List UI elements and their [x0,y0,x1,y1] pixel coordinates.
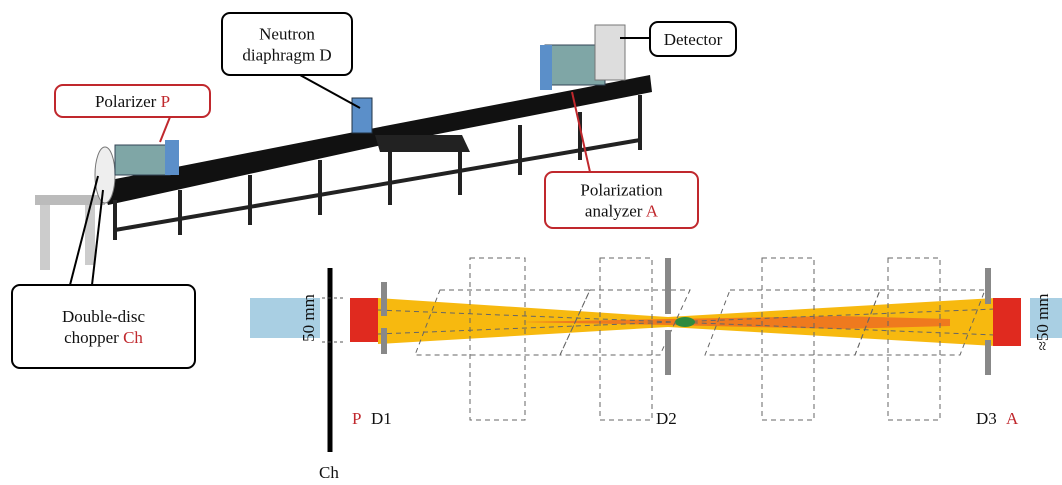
callout-text: Double-disc [62,307,146,326]
callout-letter: A [646,202,659,221]
callout-line: chopper [64,328,119,347]
callout-line: Neutron [259,25,315,44]
element-label: A [1006,409,1019,428]
callout-box [11,284,196,369]
element-label: D3 [976,409,997,428]
callout-text: analyzer A [585,202,659,221]
pointer [159,116,171,143]
rig [35,24,652,270]
callout-text: diaphragm D [242,46,331,65]
callout-line: Double-disc [62,307,146,326]
callout-text: Detector [664,30,723,49]
pointer [571,91,591,173]
callout-line: Detector [664,30,723,49]
callout-line: Polarizer [95,92,157,111]
callout-letter: Ch [123,328,143,347]
element-label: Ch [319,463,339,482]
pointer [299,74,361,109]
pointer [91,189,104,286]
callout-box [221,12,353,76]
callout-text: chopper Ch [64,328,143,347]
element-label: D2 [656,409,677,428]
callout-text: Neutron [259,25,315,44]
pointer [69,175,99,286]
callout-box [544,171,699,229]
width-label: 50 mm [299,294,318,342]
element-label: P [352,409,361,428]
callout-letter: P [161,92,170,111]
schematic [250,257,1062,452]
callout-text: Polarization [580,181,663,200]
element-label: D1 [371,409,392,428]
width-label: ≈50 mm [1033,293,1052,350]
callout-line: Polarization [580,181,663,200]
callout-line: analyzer [585,202,643,221]
callout-line: diaphragm D [242,46,331,65]
callout-text: Polarizer P [95,92,170,111]
callout-box [649,21,737,57]
callout-box [54,84,211,118]
